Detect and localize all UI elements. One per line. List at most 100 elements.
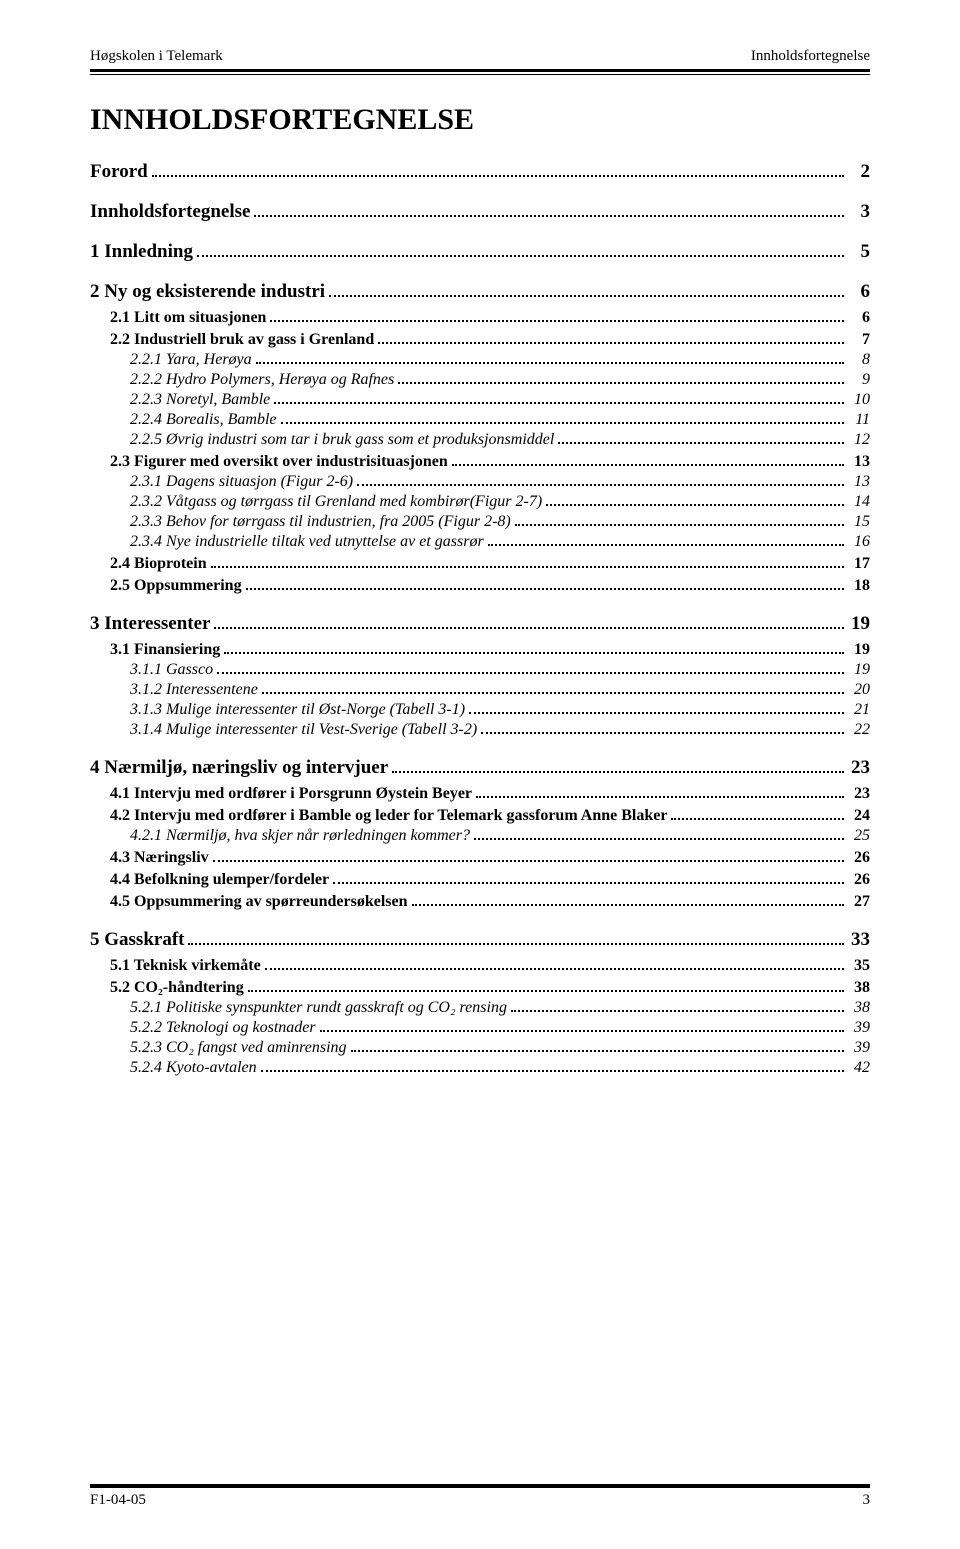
footer-right: 3 — [863, 1492, 871, 1509]
toc-entry: 5 Gasskraft33 — [90, 929, 870, 951]
toc-entry: 2.3 Figurer med oversikt over industrisi… — [90, 453, 870, 471]
toc-leader-dots — [261, 1070, 844, 1072]
toc-entry-label: 2.4 Bioprotein — [110, 555, 207, 573]
toc-entry-page: 26 — [848, 871, 870, 889]
toc-leader-dots — [270, 320, 844, 322]
toc-leader-dots — [452, 464, 844, 466]
toc-entry: 5.2.3 CO₂ fangst ved aminrensing 39 — [90, 1039, 870, 1057]
toc-entry-label: 5.2.2 Teknologi og kostnader — [130, 1019, 316, 1037]
toc-entry: 4.1 Intervju med ordfører i Porsgrunn Øy… — [90, 785, 870, 803]
toc-leader-dots — [248, 990, 844, 992]
toc-entry: 2.2.1 Yara, Herøya8 — [90, 351, 870, 369]
toc-entry-page: 38 — [848, 999, 870, 1017]
toc-entry: 2.3.3 Behov for tørrgass til industrien,… — [90, 513, 870, 531]
toc-leader-dots — [214, 627, 844, 629]
toc-leader-dots — [274, 402, 844, 404]
toc-entry-page: 5 — [848, 241, 870, 263]
toc-leader-dots — [476, 796, 844, 798]
toc-entry-label: 2.3.1 Dagens situasjon (Figur 2-6) — [130, 473, 353, 491]
toc-entry-page: 6 — [848, 281, 870, 303]
toc-leader-dots — [351, 1050, 844, 1052]
toc-leader-dots — [392, 771, 844, 773]
toc-entry-label: 4.4 Befolkning ulemper/fordeler — [110, 871, 329, 889]
toc-entry-page: 16 — [848, 533, 870, 551]
header-right: Innholdsfortegnelse — [751, 48, 870, 65]
toc-entry: 4.5 Oppsummering av spørreundersøkelsen 2… — [90, 893, 870, 911]
toc-entry-page: 39 — [848, 1019, 870, 1037]
toc-entry-label: 4 Nærmiljø, næringsliv og intervjuer — [90, 757, 388, 779]
toc-leader-dots — [217, 672, 844, 674]
toc-entry-label: 3 Interessenter — [90, 613, 210, 635]
toc-entry-page: 8 — [848, 351, 870, 369]
toc-entry-page: 19 — [848, 641, 870, 659]
toc-entry-page: 12 — [848, 431, 870, 449]
toc-entry-page: 2 — [848, 161, 870, 183]
toc-leader-dots — [333, 882, 844, 884]
toc-entry: 2.3.1 Dagens situasjon (Figur 2-6)13 — [90, 473, 870, 491]
toc-leader-dots — [197, 255, 844, 257]
toc-entry: 2.2.5 Øvrig industri som tar i bruk gass… — [90, 431, 870, 449]
toc-entry-page: 35 — [848, 957, 870, 975]
toc-entry: Forord2 — [90, 161, 870, 183]
toc-leader-dots — [474, 838, 844, 840]
toc-leader-dots — [265, 968, 844, 970]
toc-leader-dots — [188, 943, 844, 945]
toc-entry-label: 3.1 Finansiering — [110, 641, 220, 659]
toc-entry-page: 25 — [848, 827, 870, 845]
toc-entry-label: 5.1 Teknisk virkemåte — [110, 957, 261, 975]
header-rule-thick — [90, 69, 870, 72]
toc-entry-label: 2.2.3 Noretyl, Bamble — [130, 391, 270, 409]
toc-entry-label: 4.5 Oppsummering av spørreundersøkelsen — [110, 893, 408, 911]
toc-entry-label: 2.3.4 Nye industrielle tiltak ved utnytt… — [130, 533, 484, 551]
toc-entry-page: 27 — [848, 893, 870, 911]
toc-entry: 2.1 Litt om situasjonen6 — [90, 309, 870, 327]
toc-entry: 2.2.3 Noretyl, Bamble 10 — [90, 391, 870, 409]
toc-entry-label: 2.3 Figurer med oversikt over industrisi… — [110, 453, 448, 471]
toc-leader-dots — [152, 175, 844, 177]
toc-entry-label: 2.2 Industriell bruk av gass i Grenland — [110, 331, 374, 349]
toc-entry-label: 2.2.2 Hydro Polymers, Herøya og Rafnes — [130, 371, 394, 389]
toc-entry-page: 10 — [848, 391, 870, 409]
toc-entry-label: 4.2 Intervju med ordfører i Bamble og le… — [110, 807, 667, 825]
toc-entry: 3.1 Finansiering 19 — [90, 641, 870, 659]
toc-entry-label: 2.5 Oppsummering — [110, 577, 242, 595]
toc-entry: 2.2 Industriell bruk av gass i Grenland7 — [90, 331, 870, 349]
toc-entry-page: 14 — [848, 493, 870, 511]
toc-entry-label: Innholdsfortegnelse — [90, 201, 250, 223]
toc-entry-label: 4.3 Næringsliv — [110, 849, 209, 867]
toc-leader-dots — [211, 566, 844, 568]
toc-entry-label: 2.3.3 Behov for tørrgass til industrien,… — [130, 513, 511, 531]
toc-entry-page: 3 — [848, 201, 870, 223]
toc-entry-label: 1 Innledning — [90, 241, 193, 263]
toc-leader-dots — [254, 215, 844, 217]
toc-entry: 5.2.4 Kyoto-avtalen42 — [90, 1059, 870, 1077]
toc-entry-label: 2.3.2 Våtgass og tørrgass til Grenland m… — [130, 493, 542, 511]
toc-entry: 2.3.2 Våtgass og tørrgass til Grenland m… — [90, 493, 870, 511]
toc-entry-label: 2.1 Litt om situasjonen — [110, 309, 266, 327]
toc-entry-page: 19 — [848, 661, 870, 679]
toc-entry-label: 5.2.4 Kyoto-avtalen — [130, 1059, 257, 1077]
toc-entry-page: 18 — [848, 577, 870, 595]
toc-leader-dots — [412, 904, 844, 906]
toc-entry-page: 21 — [848, 701, 870, 719]
toc-leader-dots — [246, 588, 844, 590]
toc-leader-dots — [357, 484, 844, 486]
toc-entry: 3.1.1 Gassco19 — [90, 661, 870, 679]
toc-entry: 2 Ny og eksisterende industri6 — [90, 281, 870, 303]
toc-list: Forord2 Innholdsfortegnelse 3 1 Innledning 5… — [90, 161, 870, 1077]
toc-entry-label: 3.1.4 Mulige interessenter til Vest-Sver… — [130, 721, 477, 739]
toc-leader-dots — [213, 860, 844, 862]
toc-leader-dots — [558, 442, 844, 444]
toc-entry: 3.1.3 Mulige interessenter til Øst-Norge… — [90, 701, 870, 719]
toc-entry-page: 20 — [848, 681, 870, 699]
toc-entry-label: 5.2.3 CO₂ fangst ved aminrensing — [130, 1039, 347, 1057]
toc-leader-dots — [469, 712, 844, 714]
toc-entry-page: 39 — [848, 1039, 870, 1057]
toc-entry: 5.2 CO₂-håndtering38 — [90, 979, 870, 997]
toc-entry-label: 3.1.2 Interessentene — [130, 681, 258, 699]
toc-entry: 2.2.4 Borealis, Bamble11 — [90, 411, 870, 429]
toc-leader-dots — [256, 362, 844, 364]
document-page: Høgskolen i Telemark Innholdsfortegnelse… — [0, 0, 960, 1549]
toc-entry: 5.2.1 Politiske synspunkter rundt gasskr… — [90, 999, 870, 1017]
toc-entry-page: 17 — [848, 555, 870, 573]
